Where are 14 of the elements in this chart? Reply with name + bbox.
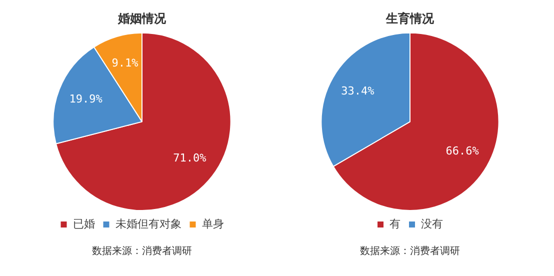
legend-label: 没有 [421,217,443,230]
legend-label: 未婚但有对象 [115,217,182,230]
legend-label: 单身 [202,217,224,230]
source-note: 数据来源：消费者调研 [91,244,193,258]
data-label: 9.1% [112,56,139,70]
data-label: 33.4% [341,84,375,98]
source-note: 数据来源：消费者调研 [359,244,461,258]
data-label: 19.9% [69,92,103,106]
data-label: 66.6% [446,144,480,158]
legend-label: 已婚 [72,217,95,230]
data-label: 71.0% [173,152,207,165]
chart-title: 生育情况 [385,11,435,26]
chart-title: 婚姻情况 [117,11,167,26]
legend-label: 有 [390,217,400,230]
